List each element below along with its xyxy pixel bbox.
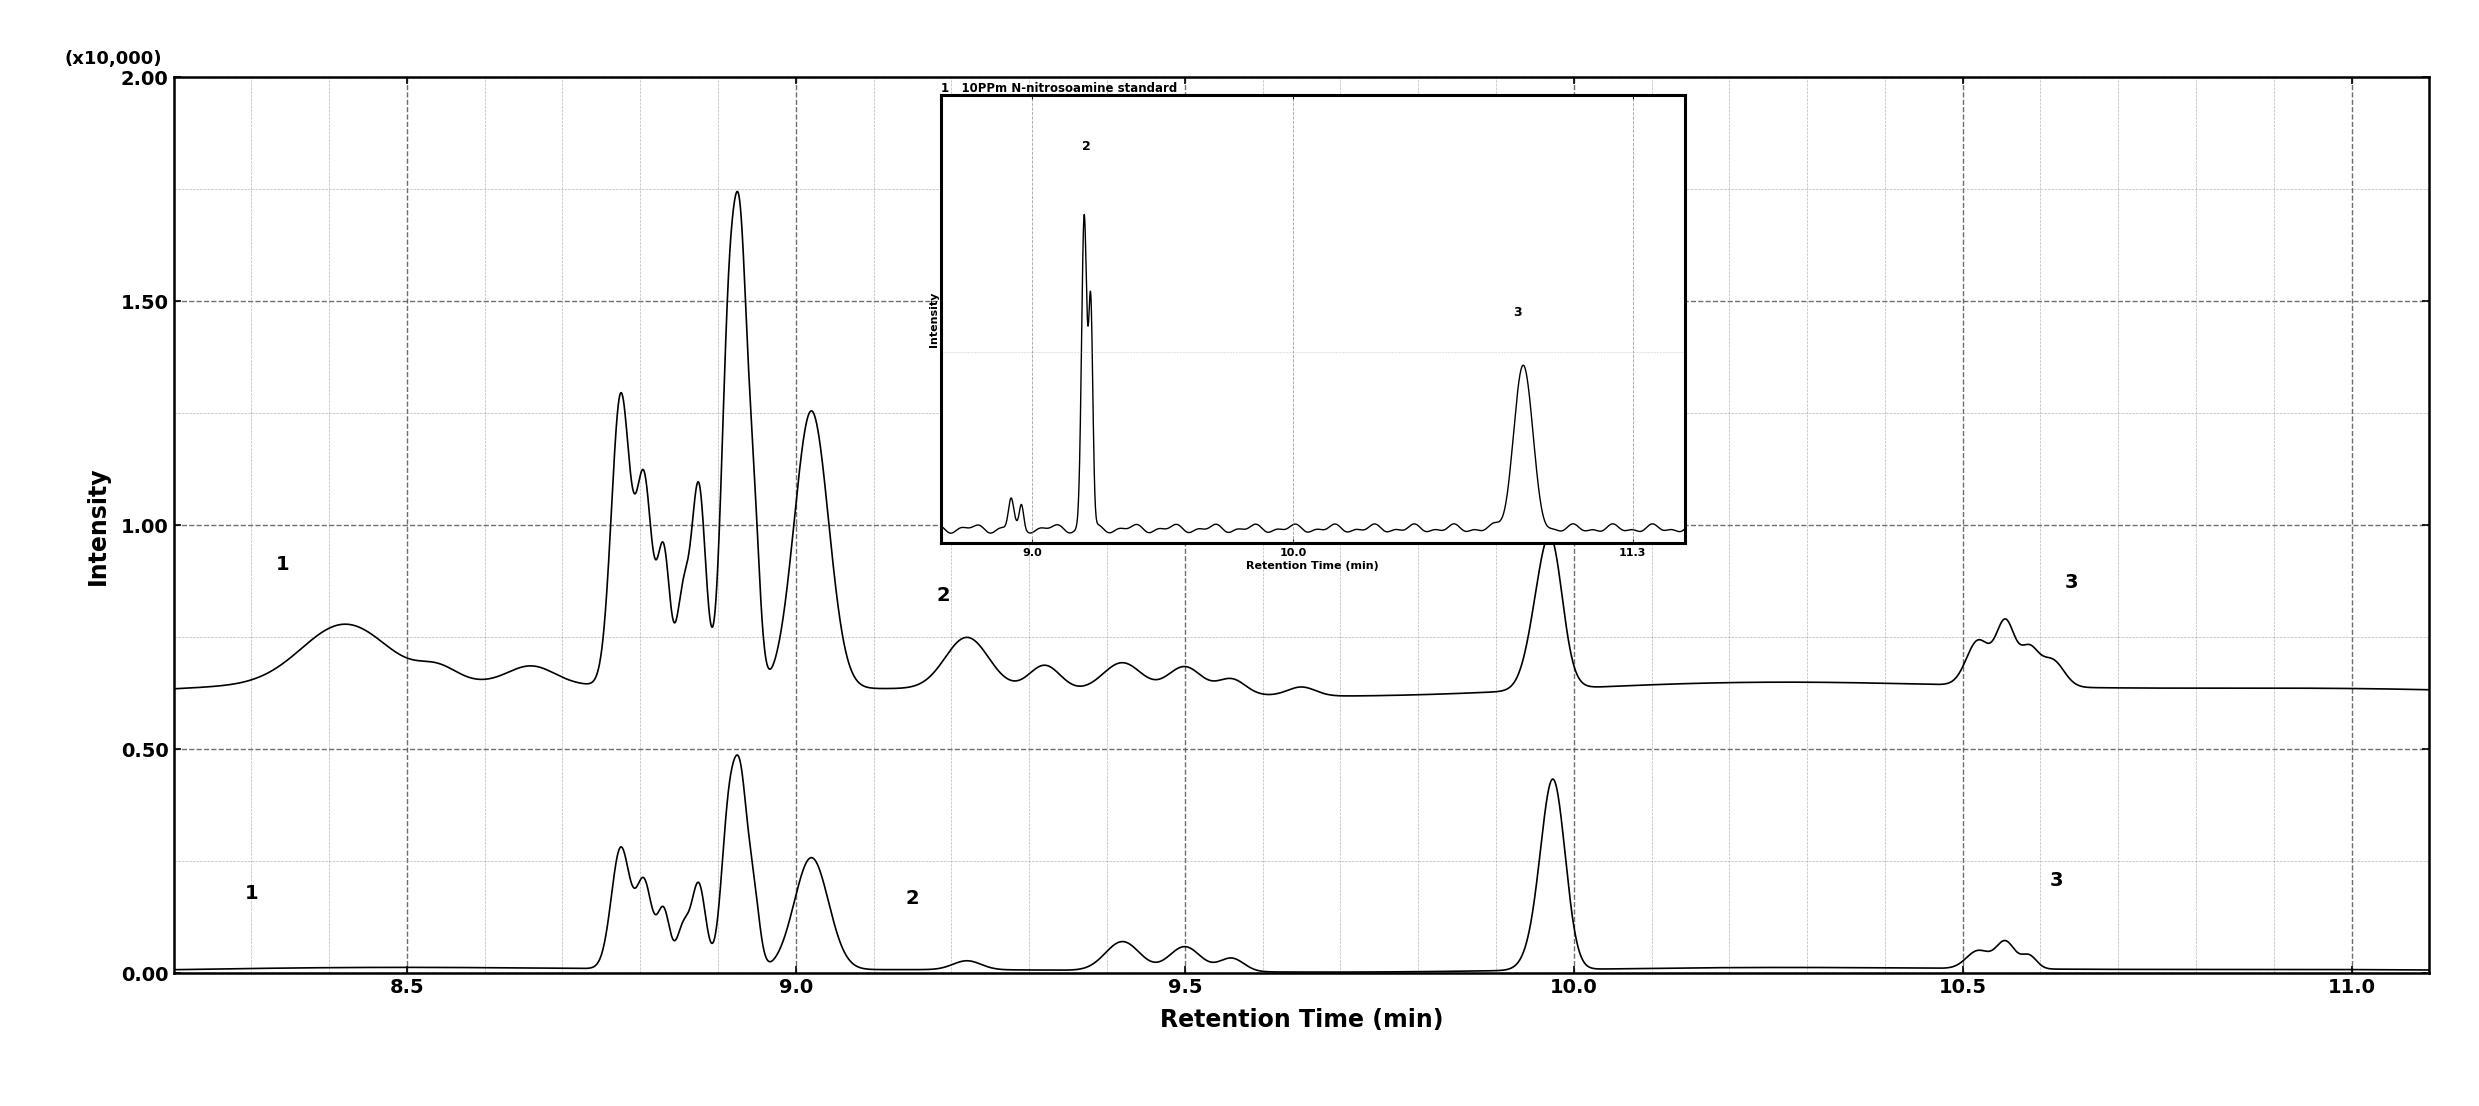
Text: 3: 3 bbox=[2065, 573, 2077, 592]
Text: 2: 2 bbox=[937, 586, 949, 605]
Text: 1: 1 bbox=[245, 885, 258, 904]
Y-axis label: Intensity: Intensity bbox=[87, 466, 109, 585]
Text: 3: 3 bbox=[2050, 870, 2063, 890]
Text: 2: 2 bbox=[905, 889, 920, 908]
X-axis label: Retention Time (min): Retention Time (min) bbox=[1160, 1009, 1443, 1032]
Text: 1: 1 bbox=[275, 555, 290, 574]
Text: (x10,000): (x10,000) bbox=[64, 51, 161, 69]
